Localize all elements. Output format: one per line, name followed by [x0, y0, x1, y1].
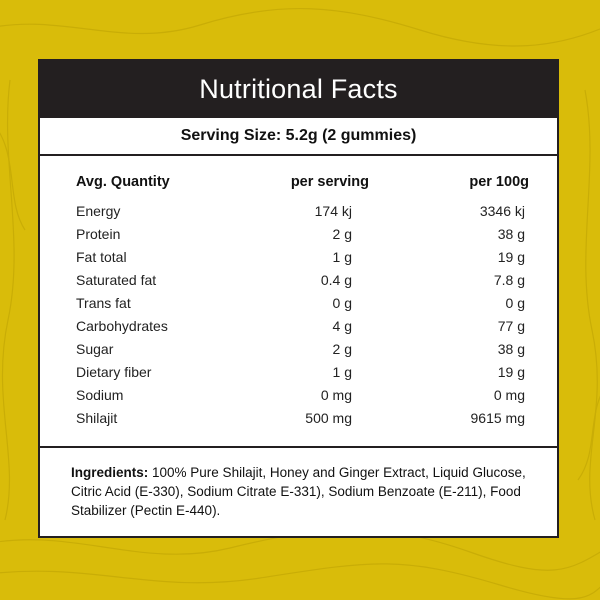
per-100g-value: 38 g [497, 341, 525, 357]
table-row: Shilajit 500 mg 9615 mg [40, 407, 557, 430]
table-row: Sugar 2 g 38 g [40, 338, 557, 361]
per-100g-value: 0 mg [493, 387, 525, 403]
per-serving-value: 0.4 g [320, 272, 352, 288]
ingredients-label: Ingredients: [71, 465, 149, 480]
nutrient-name: Shilajit [76, 410, 118, 426]
per-100g-value: 77 g [497, 318, 525, 334]
per-serving-value: 4 g [332, 318, 352, 334]
ingredients-text: 100% Pure Shilajit, Honey and Ginger Ext… [71, 465, 526, 518]
per-serving-value: 2 g [332, 341, 352, 357]
nutrient-name: Saturated fat [76, 272, 157, 288]
nutrition-table: Avg. Quantity per serving per 100g Energ… [40, 156, 557, 430]
serving-size: Serving Size: 5.2g (2 gummies) [40, 118, 557, 156]
table-row: Trans fat 0 g 0 g [40, 292, 557, 315]
per-serving-value: 0 g [332, 295, 352, 311]
nutrition-label: Nutritional Facts Serving Size: 5.2g (2 … [38, 59, 559, 538]
nutrient-name: Sodium [76, 387, 124, 403]
per-100g-value: 19 g [497, 364, 525, 380]
header-per-100g: per 100g [469, 174, 529, 190]
header-per-serving: per serving [290, 174, 369, 190]
per-100g-value: 7.8 g [493, 272, 525, 288]
table-row: Dietary fiber 1 g 19 g [40, 361, 557, 384]
per-100g-value: 19 g [497, 249, 525, 265]
per-100g-value: 38 g [497, 226, 525, 242]
nutrient-name: Trans fat [76, 295, 131, 311]
per-serving-value: 2 g [332, 226, 352, 242]
per-serving-value: 0 mg [320, 387, 352, 403]
ingredients: Ingredients: 100% Pure Shilajit, Honey a… [40, 446, 557, 538]
nutrient-name: Carbohydrates [76, 318, 168, 334]
per-serving-value: 1 g [332, 249, 352, 265]
nutrient-name: Fat total [76, 249, 127, 265]
per-serving-value: 1 g [332, 364, 352, 380]
nutrient-name: Dietary fiber [76, 364, 152, 380]
nutrient-name: Sugar [76, 341, 114, 357]
nutrient-name: Protein [76, 226, 121, 242]
table-row: Energy 174 kj 3346 kj [40, 200, 557, 223]
nutrient-name: Energy [76, 203, 121, 219]
per-100g-value: 3346 kj [479, 203, 525, 219]
per-100g-value: 9615 mg [470, 410, 525, 426]
table-row: Saturated fat 0.4 g 7.8 g [40, 269, 557, 292]
per-serving-value: 500 mg [305, 410, 352, 426]
table-row: Sodium 0 mg 0 mg [40, 384, 557, 407]
per-serving-value: 174 kj [314, 203, 352, 219]
header-quantity: Avg. Quantity [76, 174, 170, 190]
table-header: Avg. Quantity per serving per 100g [40, 156, 557, 196]
table-row: Fat total 1 g 19 g [40, 246, 557, 269]
table-row: Protein 2 g 38 g [40, 223, 557, 246]
table-row: Carbohydrates 4 g 77 g [40, 315, 557, 338]
per-100g-value: 0 g [505, 295, 525, 311]
label-title: Nutritional Facts [40, 61, 557, 118]
